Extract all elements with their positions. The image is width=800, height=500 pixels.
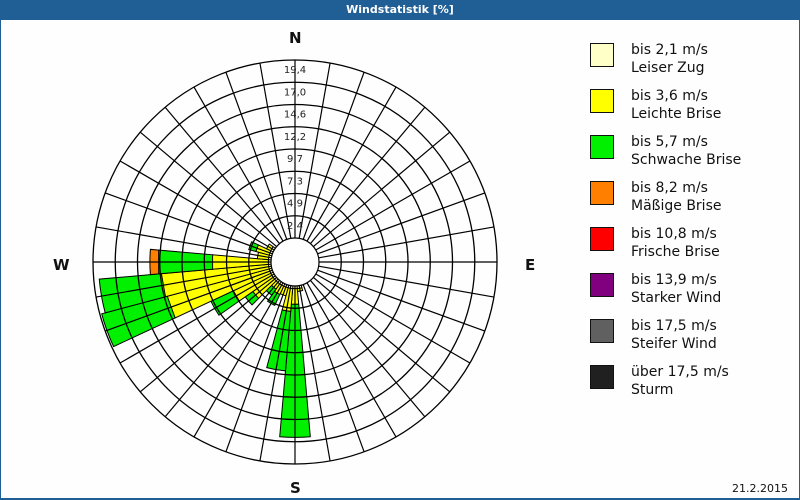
svg-text:4,9: 4,9 [287,199,303,210]
svg-text:12,2: 12,2 [284,132,306,143]
swatch-icon [590,181,614,205]
compass-w: W [53,256,70,274]
svg-text:7,3: 7,3 [287,176,303,187]
swatch-icon [590,227,614,251]
svg-text:17,0: 17,0 [284,87,306,98]
wind-rose-chart: 2,4 4,9 7,3 9,7 12,2 14,6 17,0 19,4 [92,59,498,465]
svg-text:2,4: 2,4 [287,221,303,232]
footer-date: 21.2.2015 [732,482,788,495]
swatch-icon [590,135,614,159]
svg-text:14,6: 14,6 [284,110,306,121]
svg-text:9,7: 9,7 [287,154,303,165]
svg-text:19,4: 19,4 [284,65,306,76]
compass-n: N [289,29,302,47]
swatch-icon [590,365,614,389]
compass-e: E [525,256,536,274]
swatch-icon [590,273,614,297]
window-title: Windstatistik [%] [0,0,800,20]
swatch-icon [590,319,614,343]
swatch-icon [590,43,614,67]
swatch-icon [590,89,614,113]
compass-s: S [290,479,301,497]
